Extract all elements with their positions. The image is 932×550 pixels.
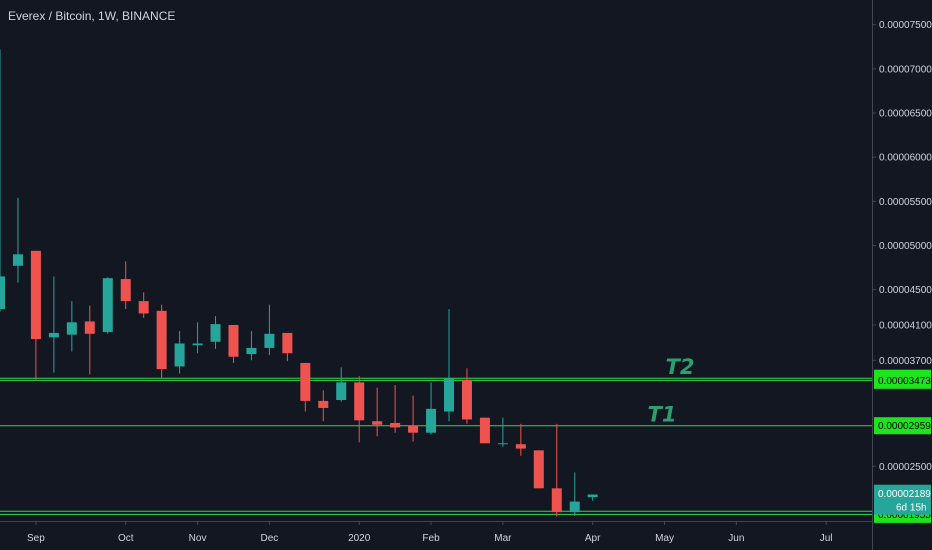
x-tick-label: Apr bbox=[585, 533, 601, 544]
candle-body bbox=[426, 408, 437, 433]
y-tick-label: 0.00005000 bbox=[879, 241, 932, 252]
candle-body bbox=[372, 421, 383, 425]
candle-body bbox=[210, 324, 221, 342]
level-badge-label: 0.00003473 bbox=[878, 376, 931, 387]
candle-body bbox=[228, 324, 239, 357]
candle-body bbox=[246, 347, 257, 355]
candle-body bbox=[461, 379, 472, 420]
candle-body bbox=[12, 254, 23, 266]
level-annotations: T2 T1 bbox=[648, 355, 695, 427]
candle-body bbox=[102, 278, 113, 333]
candle-body bbox=[48, 332, 59, 338]
candle-body bbox=[587, 494, 598, 498]
y-tick-label: 0.00007000 bbox=[879, 64, 932, 75]
candle-body bbox=[0, 276, 5, 310]
y-tick-label: 0.00005500 bbox=[879, 197, 932, 208]
candle-body bbox=[390, 422, 401, 428]
x-tick-label: Mar bbox=[494, 533, 512, 544]
y-axis[interactable]: 0.00007500 0.00007000 0.00006500 0.00006000… bbox=[872, 20, 932, 473]
candle-body bbox=[30, 250, 41, 340]
annotation-t2: T2 bbox=[666, 355, 695, 379]
price-badges: 0.000034970.000034730.000029590.00001990… bbox=[874, 369, 931, 523]
candle-body bbox=[300, 362, 311, 401]
candle-body bbox=[138, 301, 149, 314]
y-tick-label: 0.00006500 bbox=[879, 109, 932, 120]
candle-body bbox=[533, 450, 544, 489]
x-tick-label: Sep bbox=[27, 533, 45, 544]
candle-body bbox=[264, 333, 275, 348]
candle-body bbox=[84, 321, 95, 334]
candle-body bbox=[515, 444, 526, 449]
level-badge-label: 0.00001955 bbox=[878, 510, 931, 521]
candle-body bbox=[120, 279, 131, 302]
annotation-t1: T1 bbox=[648, 403, 677, 427]
candle-body bbox=[156, 310, 167, 370]
candle-body bbox=[497, 443, 508, 445]
candle-body bbox=[444, 378, 454, 412]
x-axis[interactable]: Sep Oct Nov Dec 2020 Feb Mar Apr May Jun Jul bbox=[27, 521, 833, 544]
x-tick-label: Jun bbox=[728, 533, 744, 544]
x-tick-label: 2020 bbox=[348, 533, 371, 544]
last-price-badge bbox=[874, 484, 931, 515]
y-tick-label: 0.00007500 bbox=[879, 20, 932, 31]
y-tick-label: 0.00004500 bbox=[879, 285, 932, 296]
candle-body bbox=[318, 400, 329, 408]
y-tick-label: 0.00006000 bbox=[879, 153, 932, 164]
x-tick-label: Nov bbox=[189, 533, 207, 544]
y-tick-label: 0.00004100 bbox=[879, 320, 932, 331]
candles bbox=[0, 49, 598, 517]
x-tick-label: Jul bbox=[820, 533, 833, 544]
candle-body bbox=[569, 501, 580, 513]
level-badge-label: 0.00002959 bbox=[878, 421, 931, 432]
x-tick-label: Feb bbox=[422, 533, 440, 544]
candle-body bbox=[336, 382, 347, 401]
y-tick-label: 0.00002500 bbox=[879, 462, 932, 473]
level-badge-2 bbox=[874, 417, 931, 435]
last-price-label: 0.00002189 bbox=[878, 489, 931, 500]
y-tick-label: 0.00003700 bbox=[879, 356, 932, 367]
candle-body bbox=[192, 343, 203, 346]
candle-body bbox=[408, 425, 419, 433]
horizontal-levels bbox=[0, 377, 872, 515]
x-tick-label: Oct bbox=[118, 533, 134, 544]
candle-body bbox=[66, 322, 77, 335]
candle-body bbox=[174, 343, 185, 367]
candle-body bbox=[354, 382, 365, 421]
x-tick-label: Dec bbox=[261, 533, 279, 544]
chart-title: Everex / Bitcoin, 1W, BINANCE bbox=[8, 9, 176, 23]
x-tick-label: May bbox=[655, 533, 674, 544]
candle-body bbox=[282, 332, 293, 354]
candle-body bbox=[551, 488, 562, 513]
level-badge-1 bbox=[874, 371, 931, 389]
countdown-label: 6d 15h bbox=[896, 503, 927, 514]
candle-body bbox=[479, 417, 490, 444]
